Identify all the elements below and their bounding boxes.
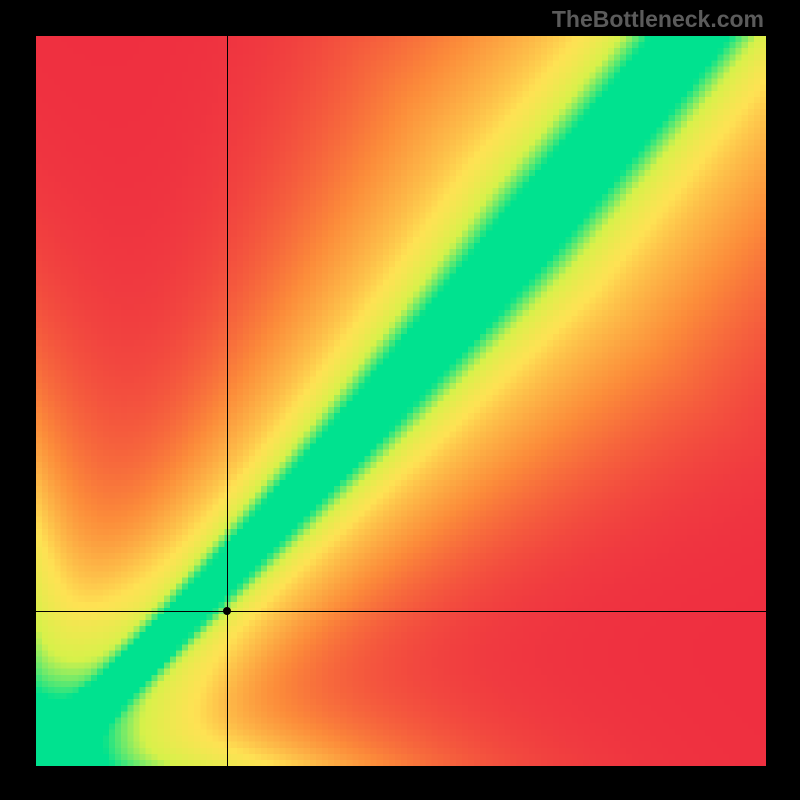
- bottleneck-heatmap: [36, 36, 766, 766]
- chart-frame: TheBottleneck.com: [0, 0, 800, 800]
- crosshair-marker: [223, 607, 231, 615]
- watermark-text: TheBottleneck.com: [552, 6, 764, 33]
- crosshair-horizontal: [36, 611, 766, 612]
- crosshair-vertical: [227, 36, 228, 766]
